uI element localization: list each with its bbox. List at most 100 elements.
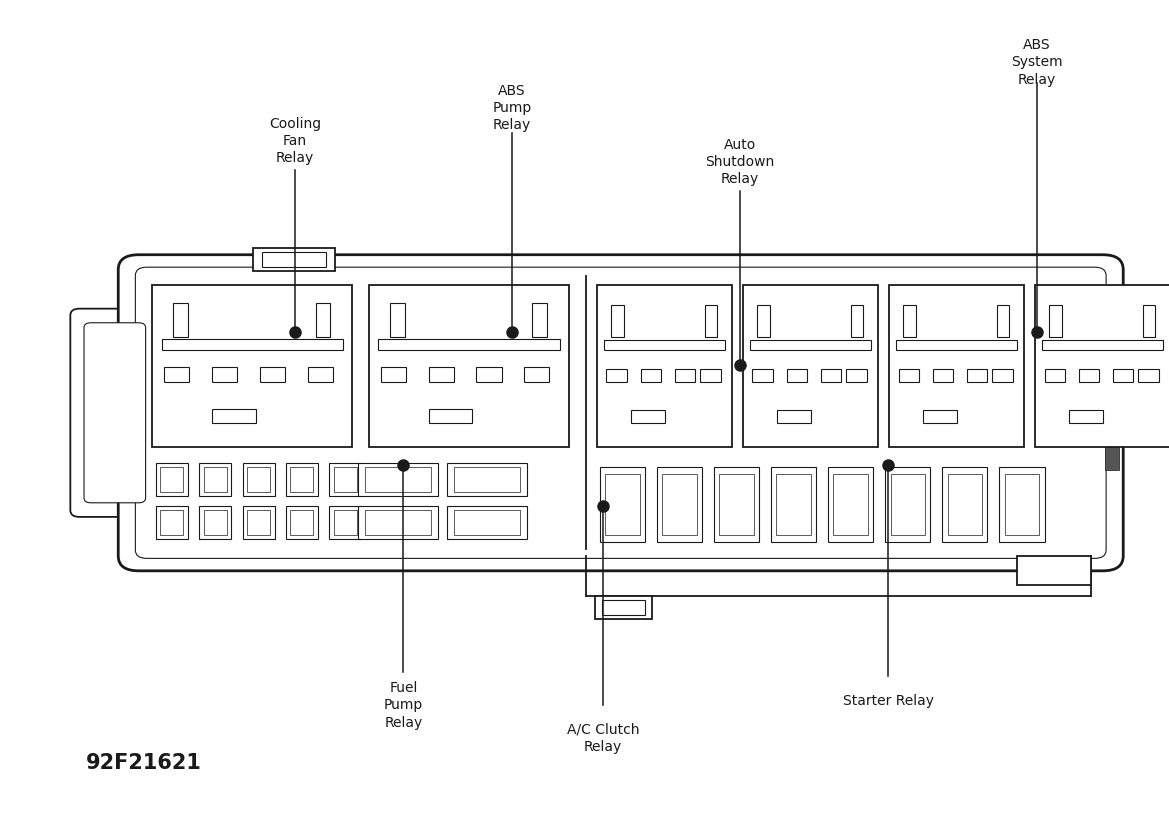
Bar — [1043, 339, 1163, 349]
Bar — [821, 369, 842, 382]
Bar — [203, 467, 227, 492]
Bar — [700, 369, 720, 382]
Bar — [1004, 473, 1039, 535]
Bar — [262, 252, 326, 267]
Bar — [1045, 369, 1065, 382]
Bar — [663, 473, 697, 535]
Bar — [1036, 285, 1169, 447]
Bar — [161, 339, 343, 349]
Bar — [381, 367, 406, 382]
Bar — [365, 510, 431, 535]
Bar — [369, 285, 569, 447]
Bar — [447, 463, 526, 496]
Bar — [641, 369, 662, 382]
Text: Starter Relay: Starter Relay — [843, 694, 934, 708]
Bar — [199, 506, 231, 540]
Text: ABS
Pump
Relay: ABS Pump Relay — [492, 84, 532, 132]
Bar — [997, 305, 1009, 337]
Bar — [777, 411, 811, 422]
Bar — [833, 473, 867, 535]
Bar — [631, 411, 665, 422]
Bar — [330, 463, 361, 496]
Bar — [379, 339, 560, 349]
Bar — [885, 467, 931, 542]
Bar — [595, 596, 652, 619]
Bar — [750, 339, 871, 349]
Bar — [743, 285, 878, 447]
Bar — [1049, 305, 1061, 337]
Bar — [477, 367, 502, 382]
Text: Fuel
Pump
Relay: Fuel Pump Relay — [383, 681, 423, 730]
Bar — [1139, 369, 1158, 382]
Bar — [164, 367, 189, 382]
Bar — [152, 285, 352, 447]
Bar — [933, 369, 953, 382]
FancyBboxPatch shape — [84, 323, 146, 503]
Bar — [454, 467, 520, 492]
Bar — [890, 285, 1024, 447]
Bar — [155, 506, 188, 540]
Bar — [212, 367, 237, 382]
Bar — [532, 303, 547, 337]
Bar — [213, 410, 256, 422]
Bar — [454, 510, 520, 535]
Bar — [358, 463, 437, 496]
Bar — [1113, 369, 1134, 382]
Bar — [429, 367, 454, 382]
Bar — [247, 467, 270, 492]
Bar — [846, 369, 866, 382]
Bar — [1068, 411, 1104, 422]
Bar — [851, 305, 863, 337]
Bar — [705, 305, 717, 337]
Bar — [604, 339, 725, 349]
Bar — [330, 506, 361, 540]
Text: A/C Clutch
Relay: A/C Clutch Relay — [567, 722, 639, 754]
Bar — [891, 473, 925, 535]
Bar — [365, 467, 431, 492]
Bar — [776, 473, 810, 535]
Bar — [203, 510, 227, 535]
Bar — [290, 510, 313, 535]
Bar — [924, 411, 957, 422]
Bar — [160, 510, 184, 535]
Bar — [600, 467, 645, 542]
Bar — [787, 369, 808, 382]
Bar — [525, 367, 549, 382]
Bar — [675, 369, 696, 382]
Bar — [429, 410, 472, 422]
Bar — [597, 285, 732, 447]
FancyBboxPatch shape — [118, 255, 1123, 571]
Bar — [173, 303, 188, 337]
Bar — [942, 467, 988, 542]
Bar — [160, 467, 184, 492]
Bar — [1079, 369, 1099, 382]
Bar — [286, 463, 318, 496]
Bar — [260, 367, 285, 382]
Bar — [948, 473, 982, 535]
Bar — [607, 369, 627, 382]
Bar — [714, 467, 760, 542]
FancyBboxPatch shape — [70, 308, 159, 517]
Bar — [243, 506, 275, 540]
Bar — [447, 506, 526, 540]
Bar — [358, 506, 437, 540]
Bar — [334, 467, 357, 492]
Bar — [998, 467, 1045, 542]
Bar — [389, 303, 404, 337]
Bar — [199, 463, 231, 496]
Bar — [155, 463, 188, 496]
Bar — [290, 467, 313, 492]
Bar — [770, 467, 816, 542]
Bar — [719, 473, 754, 535]
Text: Cooling
Fan
Relay: Cooling Fan Relay — [269, 116, 321, 165]
Bar — [1017, 556, 1092, 585]
Bar — [992, 369, 1012, 382]
Bar — [247, 510, 270, 535]
Bar — [307, 367, 333, 382]
Bar — [904, 305, 915, 337]
Bar — [602, 600, 645, 615]
Bar — [243, 463, 275, 496]
Bar — [899, 369, 919, 382]
Bar — [753, 369, 773, 382]
Bar — [286, 506, 318, 540]
